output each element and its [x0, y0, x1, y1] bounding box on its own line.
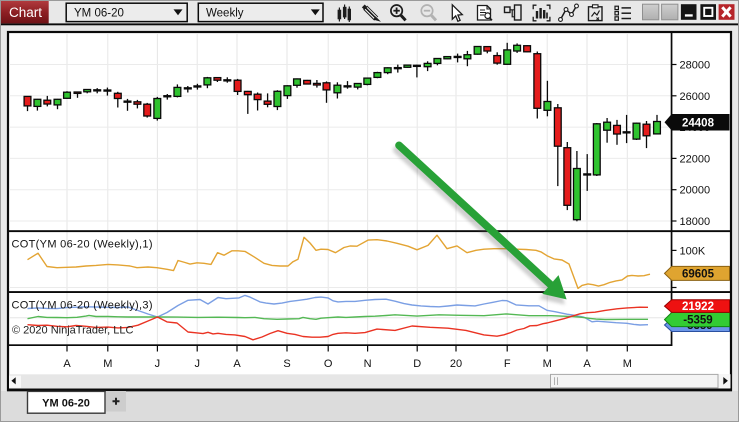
svg-text:100K: 100K — [680, 245, 706, 257]
svg-text:Weekly: Weekly — [206, 7, 244, 19]
svg-text:M: M — [543, 358, 552, 370]
svg-text:D: D — [413, 358, 421, 370]
svg-text:J: J — [155, 358, 161, 370]
svg-text:26000: 26000 — [680, 91, 711, 103]
svg-text:A: A — [583, 358, 591, 370]
svg-text:S: S — [283, 358, 290, 370]
svg-text:28000: 28000 — [680, 60, 711, 72]
svg-text:F: F — [504, 358, 511, 370]
svg-text:Chart: Chart — [9, 5, 42, 20]
svg-text:YM 06-20: YM 06-20 — [74, 7, 124, 19]
svg-text:-5359: -5359 — [683, 315, 712, 327]
svg-text:O: O — [324, 358, 333, 370]
svg-text:21922: 21922 — [682, 301, 714, 313]
svg-text:20: 20 — [450, 358, 462, 370]
svg-text:24408: 24408 — [682, 117, 715, 129]
svg-text:A: A — [233, 358, 241, 370]
svg-text:© 2020 NinjaTrader, LLC: © 2020 NinjaTrader, LLC — [12, 325, 133, 337]
svg-text:20000: 20000 — [680, 185, 711, 197]
svg-text:COT(YM 06-20 (Weekly),1): COT(YM 06-20 (Weekly),1) — [12, 238, 153, 250]
svg-text:A: A — [63, 358, 71, 370]
svg-text:18000: 18000 — [680, 216, 711, 228]
svg-text:YM 06-20: YM 06-20 — [42, 398, 90, 410]
svg-text:M: M — [103, 358, 112, 370]
svg-text:69605: 69605 — [682, 269, 715, 281]
svg-text:N: N — [364, 358, 372, 370]
svg-text:22000: 22000 — [680, 153, 711, 165]
svg-text:M: M — [623, 358, 632, 370]
svg-text:COT(YM 06-20 (Weekly),3): COT(YM 06-20 (Weekly),3) — [12, 299, 153, 311]
svg-text:J: J — [194, 358, 200, 370]
